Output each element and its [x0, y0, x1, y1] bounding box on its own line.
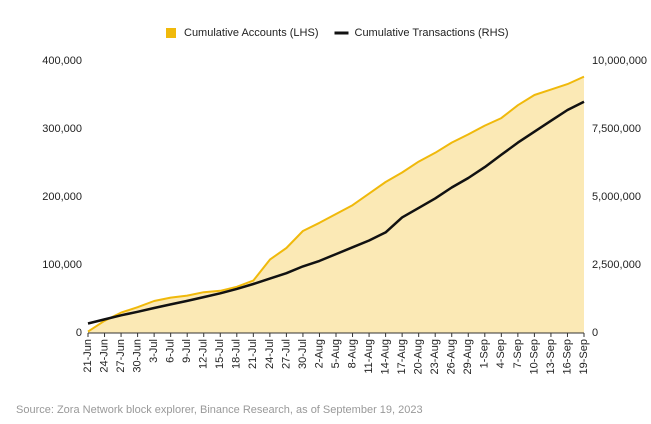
x-tick-label: 30-Jun — [132, 339, 144, 373]
x-tick-label: 29-Aug — [462, 339, 474, 374]
y2-tick-label: 2,500,000 — [592, 259, 641, 271]
x-tick-label: 5-Aug — [330, 339, 342, 368]
source-note: Source: Zora Network block explorer, Bin… — [16, 404, 423, 416]
x-tick-label: 1-Sep — [479, 339, 491, 368]
x-tick-label: 24-Jul — [264, 339, 276, 369]
x-tick-label: 14-Aug — [380, 339, 392, 374]
x-tick-label: 9-Jul — [181, 339, 193, 363]
x-tick-label: 27-Jun — [115, 339, 127, 373]
x-tick-label: 16-Sep — [561, 339, 573, 374]
x-tick-label: 21-Jun — [82, 339, 94, 373]
y2-tick-label: 7,500,000 — [592, 123, 641, 135]
x-tick-label: 21-Jul — [247, 339, 259, 369]
y-tick-label: 200,000 — [42, 191, 82, 203]
x-tick-label: 26-Aug — [446, 339, 458, 374]
legend-swatch — [334, 31, 349, 35]
legend-label: Cumulative Transactions (RHS) — [355, 27, 509, 39]
y2-tick-label: 0 — [592, 327, 598, 339]
legend-swatch — [166, 28, 176, 38]
x-tick-label: 7-Sep — [512, 339, 524, 368]
x-tick-label: 30-Jul — [297, 339, 309, 369]
x-tick-label: 18-Jul — [231, 339, 243, 369]
x-tick-label: 10-Sep — [528, 339, 540, 374]
y-tick-label: 300,000 — [42, 123, 82, 135]
x-tick-label: 20-Aug — [413, 339, 425, 374]
x-tick-label: 15-Jul — [214, 339, 226, 369]
y-tick-label: 400,000 — [42, 55, 82, 67]
line — [87, 100, 585, 325]
y2-tick-label: 5,000,000 — [592, 191, 641, 203]
x-tick-label: 6-Jul — [165, 339, 177, 363]
x-tick-label: 2-Aug — [313, 339, 325, 368]
x-tick-label: 27-Jul — [280, 339, 292, 369]
x-tick-label: 19-Sep — [578, 339, 590, 374]
area — [88, 76, 584, 333]
line — [87, 75, 585, 333]
x-tick-label: 13-Sep — [545, 339, 557, 374]
x-tick-label: 12-Jul — [198, 339, 210, 369]
x-tick-label: 17-Aug — [396, 339, 408, 374]
x-tick-label: 24-Jun — [98, 339, 110, 373]
legend-label: Cumulative Accounts (LHS) — [184, 27, 319, 39]
x-tick-label: 8-Aug — [346, 339, 358, 368]
y2-tick-label: 10,000,000 — [592, 55, 647, 67]
x-tick-label: 11-Aug — [363, 339, 375, 374]
y-tick-label: 0 — [76, 327, 82, 339]
x-tick-label: 3-Jul — [148, 339, 160, 363]
x-tick-label: 4-Sep — [495, 339, 507, 368]
x-tick-label: 23-Aug — [429, 339, 441, 374]
y-tick-label: 100,000 — [42, 259, 82, 271]
